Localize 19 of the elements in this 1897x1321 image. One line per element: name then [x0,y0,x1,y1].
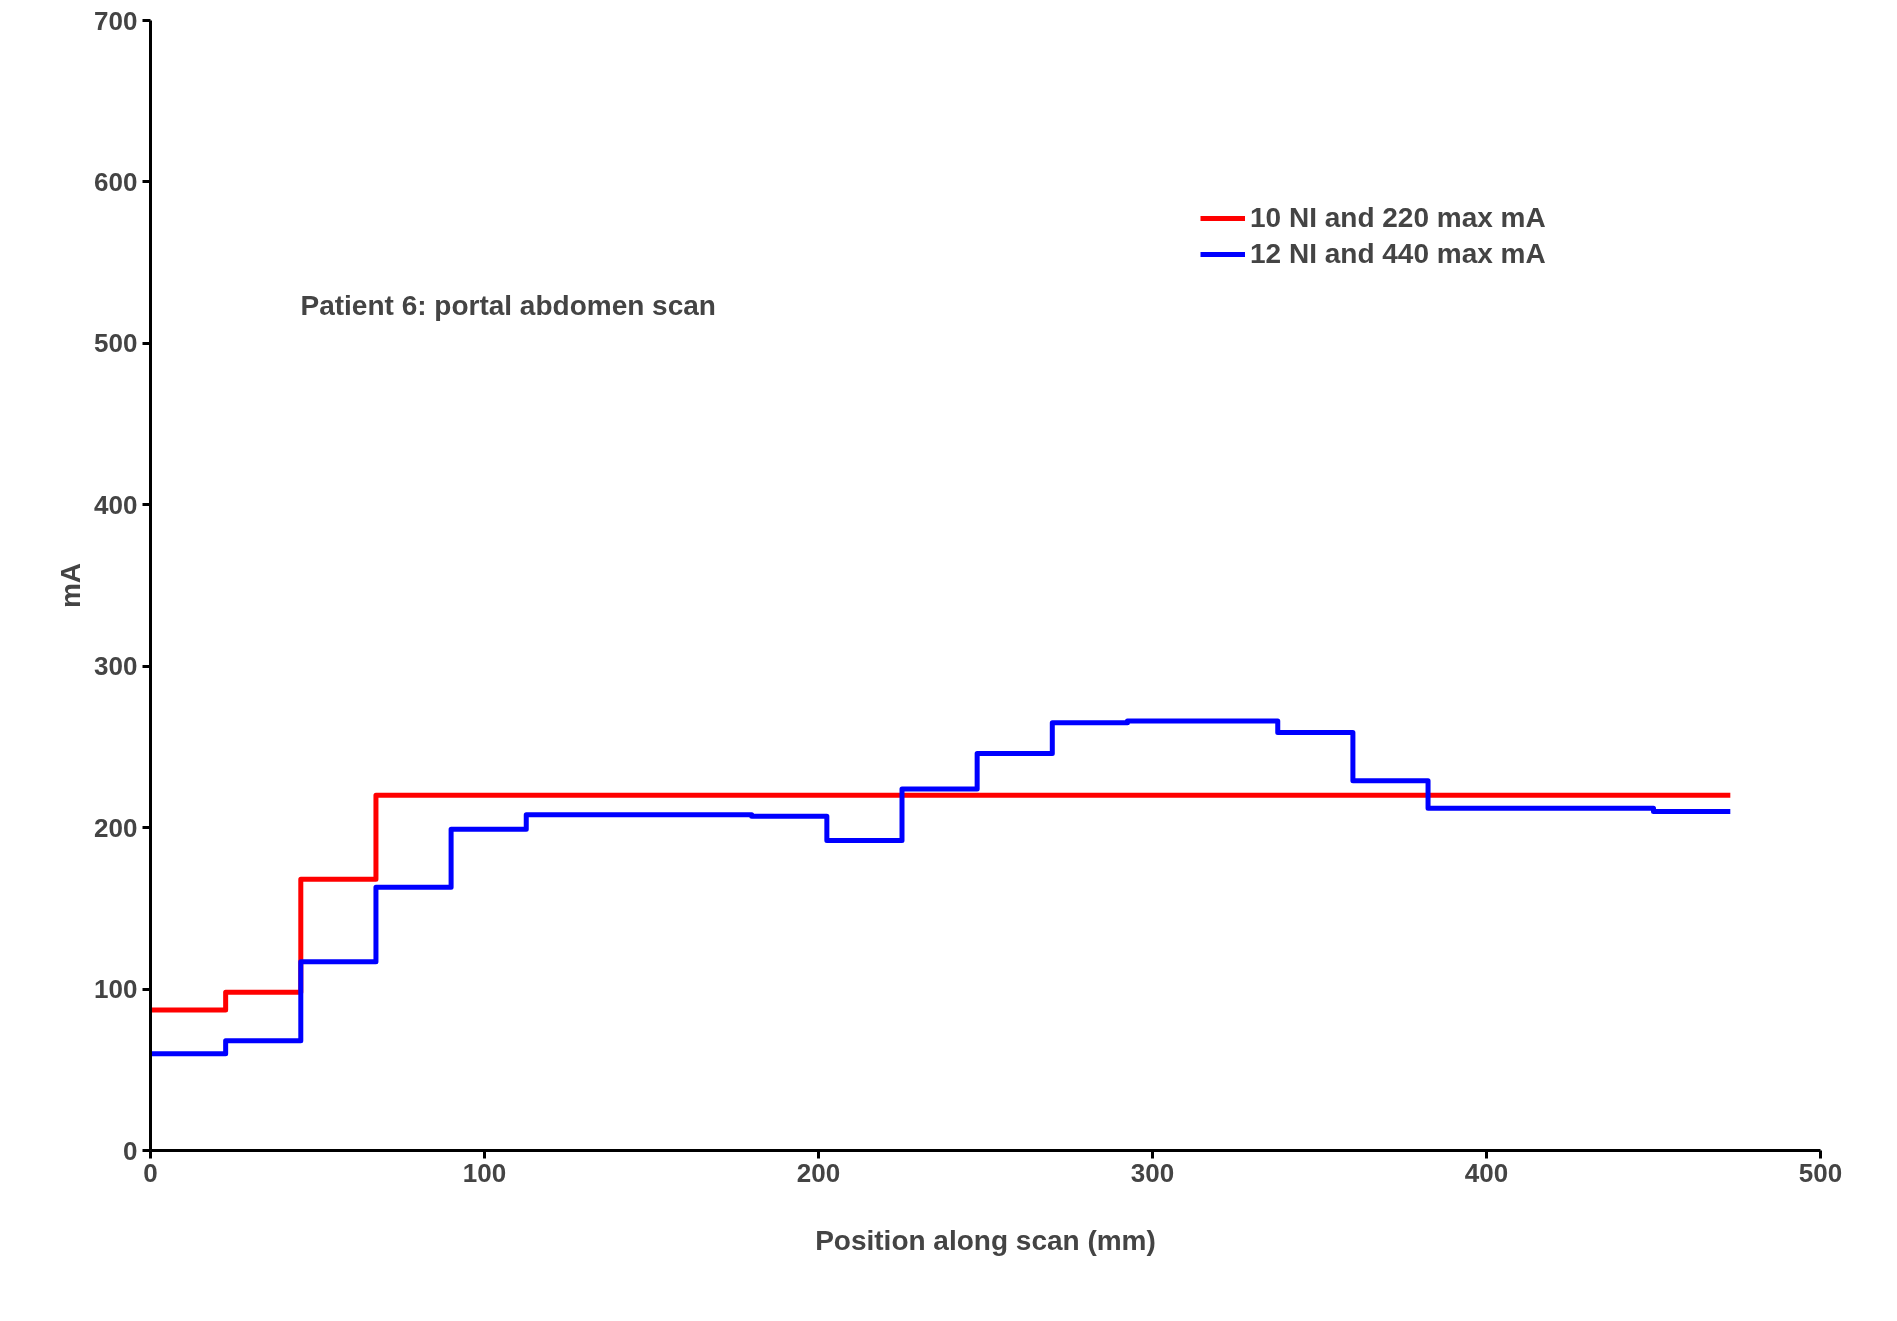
x-tick-label: 0 [143,1157,158,1188]
annotation: Patient 6: portal abdomen scan [300,289,716,321]
x-axis-title: Position along scan (mm) [815,1224,1156,1256]
y-tick-label: 500 [94,328,138,359]
x-tick-label: 300 [1130,1157,1175,1188]
x-tick-label: 400 [1464,1157,1509,1188]
x-tick-label: 100 [462,1157,507,1188]
y-axis-title: mA [55,562,87,609]
y-tick-label: 0 [123,1135,138,1166]
x-tick-label: 200 [796,1157,841,1188]
legend-label: 10 NI and 220 max mA [1250,202,1546,234]
legend-label: 12 NI and 440 max mA [1250,238,1546,270]
y-tick-label: 600 [94,166,138,197]
x-tick-label: 500 [1798,1157,1843,1188]
y-tick-label: 100 [94,974,138,1005]
y-tick-label: 200 [94,812,138,843]
y-tick-label: 400 [94,489,138,520]
y-tick-label: 700 [94,5,138,36]
y-tick-label: 300 [94,651,138,682]
